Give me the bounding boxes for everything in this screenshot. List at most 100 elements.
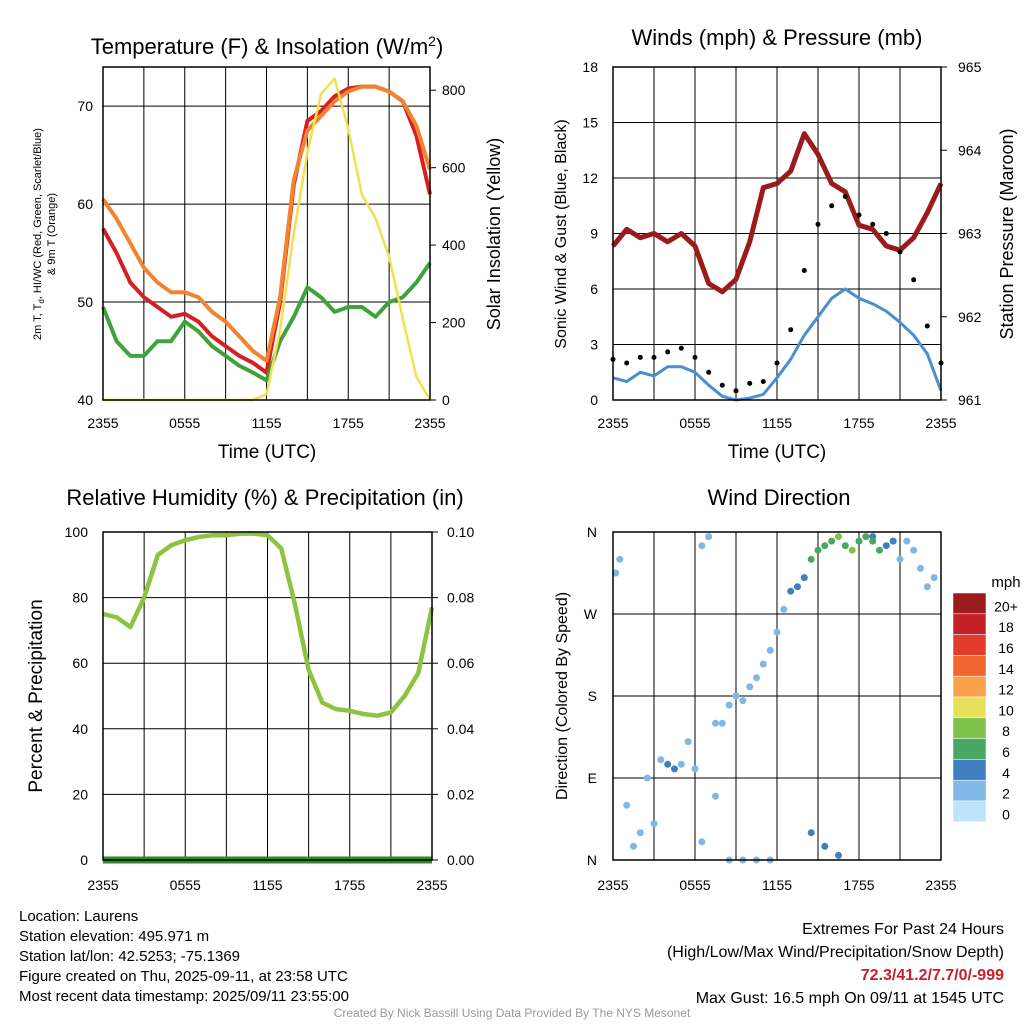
legend-swatch (952, 800, 987, 823)
wind-chart-title: Winds (mph) & Pressure (mb) (632, 25, 923, 50)
direction-point (671, 765, 678, 773)
temp-xlabel: Time (UTC) (218, 442, 317, 463)
direction-point (616, 555, 624, 563)
wind-speed-line (612, 287, 943, 402)
direction-point (814, 546, 822, 554)
gust-point (733, 388, 739, 394)
direction-point (643, 774, 651, 782)
dir-ytick-label: N (587, 524, 597, 540)
direction-point (684, 738, 692, 746)
direction-point (677, 760, 685, 768)
gust-point (719, 382, 725, 388)
wind-y2tick-label: 965 (958, 59, 982, 75)
location-text: Location: Laurens (19, 908, 139, 925)
direction-point (848, 546, 856, 554)
wind-xtick-label: 1755 (843, 415, 874, 431)
rh-y2tick-label: 0.04 (447, 721, 474, 737)
temp-y2tick-label: 600 (442, 160, 466, 176)
gust-point (870, 221, 876, 227)
direction-point (718, 719, 726, 727)
temp-series-line-2 (101, 261, 432, 383)
legend-label: 8 (1002, 723, 1010, 739)
legend-label: 20+ (994, 598, 1018, 614)
gust-point (651, 354, 657, 360)
footer-credit: Created By Nick Bassill Using Data Provi… (333, 1006, 691, 1020)
temp-y2tick-label: 200 (442, 315, 466, 331)
temp-xtick-label: 2355 (87, 415, 118, 431)
gust-point (774, 360, 780, 366)
gust-point (911, 277, 917, 283)
rh-ytick-label: 100 (65, 524, 89, 540)
gust-point (856, 212, 862, 218)
legend-swatch (952, 717, 987, 739)
direction-point (698, 542, 706, 550)
wind-ytick-label: 9 (590, 226, 598, 242)
gust-point (801, 268, 807, 273)
direction-point (766, 646, 774, 654)
direction-point (930, 574, 938, 582)
direction-point (746, 683, 754, 691)
direction-chart: Wind Direction Direction (Colored By Spe… (554, 485, 1021, 800)
legend-swatch (952, 759, 987, 781)
gust-point (760, 379, 766, 384)
rh-y2tick-label: 0.08 (447, 590, 474, 606)
wind-ytick-label: 18 (582, 59, 598, 75)
legend-swatch (952, 675, 987, 698)
legend-swatch (952, 634, 987, 656)
gust-point (788, 327, 794, 333)
temp-plot-frame (102, 66, 431, 401)
dir-ytick-label: S (588, 688, 597, 704)
wind-ytick-label: 15 (582, 115, 598, 131)
rh-xtick-label: 1155 (252, 877, 282, 893)
rh-ytick-label: 0 (80, 852, 88, 868)
direction-point (725, 701, 733, 709)
wind-plot-frame (612, 66, 942, 401)
temp-chart-title: Temperature (F) & Insolation (W/m2) (91, 33, 444, 59)
direction-point (876, 546, 883, 554)
created-text: Figure created on Thu, 2025-09-11, at 23… (19, 968, 348, 985)
legend-label: 18 (998, 619, 1014, 635)
legend-swatch (952, 696, 987, 719)
direction-point (917, 564, 924, 572)
legend-label: 12 (998, 682, 1014, 698)
wind-y2tick-label: 963 (958, 226, 982, 242)
gust-point (678, 345, 684, 351)
wind-ylabel-right: Station Pressure (Maroon) (997, 128, 1017, 339)
rh-ytick-label: 20 (72, 786, 88, 802)
rh-y2tick-label: 0.02 (447, 786, 474, 802)
gust-point (829, 203, 835, 209)
legend-swatch (952, 779, 987, 802)
rh-y2tick-label: 0.10 (447, 524, 474, 540)
rh-ytick-label: 40 (72, 721, 88, 737)
rh-chart-title: Relative Humidity (%) & Precipitation (i… (66, 485, 463, 510)
wind-ylabel: Sonic Wind & Gust (Blue, Black) (553, 119, 570, 348)
temp-ytick-label: 60 (77, 196, 93, 212)
station-info: Location: Laurens Station elevation: 495… (19, 907, 349, 1007)
rh-xtick-label: 2355 (87, 877, 118, 893)
direction-point (650, 820, 658, 828)
temp-ytick-label: 40 (77, 392, 93, 408)
legend-label: 14 (998, 661, 1014, 677)
legend-swatch (952, 592, 987, 615)
rh-y2tick-label: 0.00 (447, 852, 474, 868)
dir-ytick-label: N (587, 852, 597, 868)
legend-swatch (952, 613, 987, 635)
temp-xtick-label: 0555 (169, 415, 200, 431)
direction-point (807, 555, 815, 563)
direction-point (691, 765, 699, 773)
temp-xtick-label: 1155 (251, 415, 281, 431)
direction-point (753, 674, 760, 682)
temperature-chart: Temperature (F) & Insolation (W/m2) 2m T… (32, 33, 504, 463)
gust-point (692, 354, 698, 360)
direction-point (800, 574, 808, 582)
direction-point (739, 697, 747, 705)
direction-point (712, 792, 719, 800)
direction-point (923, 583, 931, 591)
temp-xtick-label: 2355 (414, 415, 445, 431)
direction-point (787, 587, 795, 595)
wind-chart: Winds (mph) & Pressure (mb) Sonic Wind &… (553, 25, 1017, 463)
rh-xtick-label: 1755 (334, 877, 365, 893)
latlon-text: Station lat/lon: 42.5253; -75.1369 (19, 948, 241, 965)
extremes-box: Extremes For Past 24 Hours (High/Low/Max… (667, 918, 1004, 1010)
